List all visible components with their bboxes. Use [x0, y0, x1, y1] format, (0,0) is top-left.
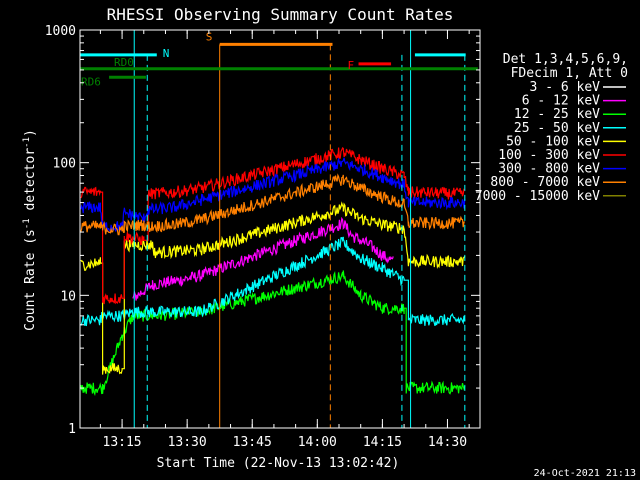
y-tick-label: 10: [60, 289, 76, 304]
legend-header-1: Det 1,3,4,5,6,9,: [503, 52, 628, 67]
timestamp: 24-Oct-2021 21:13: [534, 468, 636, 479]
y-tick-label: 1000: [45, 24, 76, 39]
legend-label: 7000 - 15000 keV: [475, 189, 600, 204]
legend-label: 12 - 25 keV: [514, 107, 600, 122]
series-800-7000keV: [80, 173, 465, 236]
series-100-300keV: [80, 146, 466, 305]
series-300-800keV: [80, 157, 466, 233]
x-tick-label: 14:30: [428, 435, 467, 450]
plot-frame: [79, 29, 481, 429]
night-label: N: [163, 47, 170, 60]
series-50-100keV: [80, 201, 466, 375]
rd6-label: RD6: [81, 75, 101, 88]
x-tick-label: 13:30: [168, 435, 207, 450]
series-6-12keV: [132, 216, 394, 301]
x-tick-label: 13:15: [103, 435, 142, 450]
legend-label: 50 - 100 keV: [506, 134, 600, 149]
legend-header-2: FDecim 1, Att 0: [511, 66, 628, 81]
x-tick-label: 14:00: [298, 435, 337, 450]
legend-label: 800 - 7000 keV: [490, 175, 600, 190]
legend: Det 1,3,4,5,6,9, FDecim 1, Att 0 3 - 6 k…: [475, 52, 628, 204]
y-axis-label: Count Rate (s-1 detector-1): [22, 129, 38, 331]
flare-s-label: S: [206, 30, 213, 43]
x-tick-label: 13:45: [233, 435, 272, 450]
x-tick-label: 14:15: [363, 435, 402, 450]
legend-label: 3 - 6 keV: [530, 80, 601, 95]
flare-f-label: F: [348, 59, 355, 72]
y-axis: 1 10 100 1000: [45, 24, 480, 437]
y-tick-label: 1: [68, 422, 76, 437]
series-25-50keV: [80, 236, 466, 327]
chart-title: RHESSI Observing Summary Count Rates: [107, 5, 454, 24]
series-12-25keV: [80, 270, 466, 397]
annotations: N S F RD0 RD6: [80, 30, 478, 428]
x-axis-label: Start Time (22-Nov-13 13:02:42): [157, 456, 400, 471]
legend-label: 6 - 12 keV: [522, 94, 600, 109]
legend-label: 300 - 800 keV: [498, 162, 600, 177]
rd0-label: RD0: [114, 56, 134, 69]
legend-label: 25 - 50 keV: [514, 121, 600, 136]
legend-label: 100 - 300 keV: [498, 148, 600, 163]
data-series: [80, 146, 466, 397]
y-tick-label: 100: [53, 157, 76, 172]
x-axis: 13:15 13:30 13:45 14:00 14:15 14:30: [99, 30, 470, 450]
